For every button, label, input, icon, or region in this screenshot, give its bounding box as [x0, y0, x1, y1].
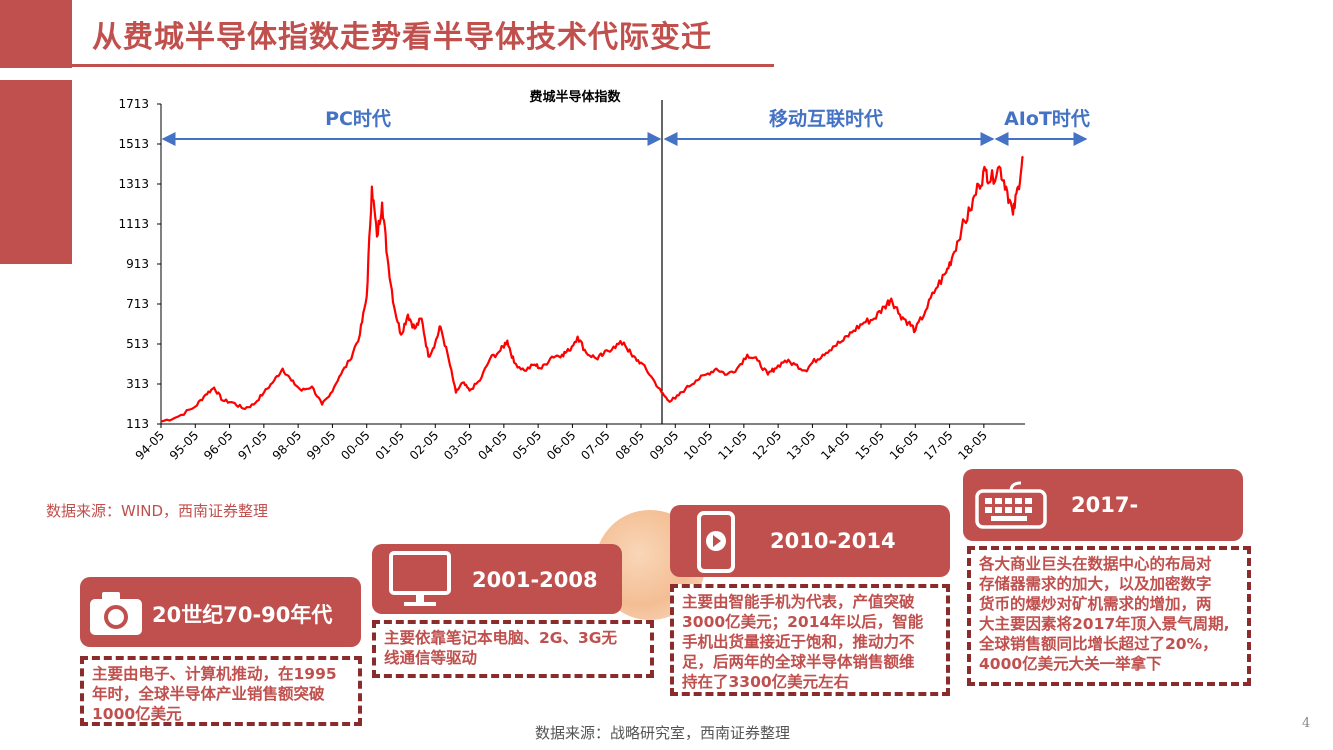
- era-period-label: 20世纪70-90年代: [152, 603, 333, 627]
- chart-source-note: 数据来源：WIND，西南证券整理: [46, 502, 269, 520]
- y-tick-label: 1713: [118, 97, 149, 111]
- desc-line: 主要依靠笔记本电脑、2G、3G无: [384, 629, 618, 647]
- era-period-label: 2017-: [1071, 493, 1139, 517]
- desc-line: 手机出货量接近于饱和，推动力不: [682, 633, 915, 651]
- x-tick-label: 06-05: [544, 428, 579, 463]
- x-tick-label: 03-05: [441, 428, 476, 463]
- desc-line: 大主要因素将2017年顶入景气周期,: [979, 615, 1230, 633]
- desc-line: 线通信等驱动: [384, 649, 478, 667]
- x-tick-label: 15-05: [853, 428, 888, 463]
- x-tick-label: 11-05: [715, 428, 750, 463]
- x-tick-label: 01-05: [373, 428, 408, 463]
- y-tick-label: 913: [126, 257, 149, 271]
- y-tick-label: 713: [126, 297, 149, 311]
- era-card-1970s: 20世纪70-90年代: [80, 577, 361, 647]
- desc-line: 货币的爆炒对矿机需求的增加，两: [979, 595, 1212, 613]
- line-chart: 1713 1513 1313 1113 913 713 513 313 113 94-05 95-…: [118, 89, 1090, 463]
- desc-line: 4000亿美元大关一举拿下: [979, 655, 1162, 673]
- x-tick-label: 04-05: [475, 428, 510, 463]
- y-tick-label: 1113: [118, 217, 149, 231]
- y-axis: 1713 1513 1313 1113 913 713 513 313 113: [118, 97, 162, 431]
- y-tick-label: 1513: [118, 137, 149, 151]
- desc-line: 全球销售额同比增长超过了20%，: [979, 635, 1218, 653]
- era-description-2010: 主要由智能手机为代表，产值突破 3000亿美元；2014年以后，智能 手机出货量…: [670, 584, 950, 696]
- desc-line: 各大商业巨头在数据中心的布局对: [979, 555, 1212, 573]
- x-tick-label: 07-05: [578, 428, 613, 463]
- mobile-era-label: 移动互联时代: [769, 107, 883, 130]
- x-tick-label: 00-05: [338, 428, 373, 463]
- desc-line: 1000亿美元: [92, 705, 182, 723]
- desc-line: 主要由智能手机为代表，产值突破: [682, 593, 915, 611]
- x-tick-label: 18-05: [955, 428, 990, 463]
- footer-source-note: 数据来源：战略研究室，西南证券整理: [535, 724, 791, 742]
- x-tick-label: 02-05: [407, 428, 442, 463]
- page-title: 从费城半导体指数走势看半导体技术代际变迁: [92, 20, 712, 55]
- camera-icon: [90, 592, 142, 635]
- desc-line: 持在了3300亿美元左右: [682, 673, 850, 691]
- x-tick-label: 10-05: [681, 428, 716, 463]
- y-tick-label: 313: [126, 377, 149, 391]
- side-accent-band: [0, 80, 72, 264]
- x-tick-label: 05-05: [510, 428, 545, 463]
- x-tick-label: 16-05: [887, 428, 922, 463]
- chart-title: 费城半导体指数: [529, 89, 621, 105]
- x-tick-label: 95-05: [167, 428, 202, 463]
- x-axis: 94-05 95-05 96-05 97-05 98-05 99-05 00-05 01-05…: [133, 423, 1025, 463]
- title-accent-band: [0, 0, 72, 68]
- era-description-2017: 各大商业巨头在数据中心的布局对 存储器需求的加大，以及加密数字 货币的爆炒对矿机…: [967, 546, 1251, 686]
- desc-line: 年时，全球半导体产业销售额突破: [92, 685, 325, 703]
- title-underline: [72, 64, 774, 67]
- x-tick-label: 14-05: [818, 428, 853, 463]
- x-tick-label: 08-05: [613, 428, 648, 463]
- era-card-2001: 2001-2008: [372, 544, 622, 614]
- x-tick-label: 94-05: [133, 428, 168, 463]
- era-card-2017: 2017-: [963, 469, 1243, 541]
- monitor-icon: [389, 551, 451, 606]
- era-description-1970s: 主要由电子、计算机推动，在1995 年时，全球半导体产业销售额突破 1000亿美…: [80, 656, 362, 726]
- era-period-label: 2010-2014: [770, 529, 896, 553]
- x-tick-label: 96-05: [201, 428, 236, 463]
- desc-line: 主要由电子、计算机推动，在1995: [92, 665, 337, 683]
- x-tick-label: 97-05: [235, 428, 270, 463]
- era-description-2001: 主要依靠笔记本电脑、2G、3G无 线通信等驱动: [372, 620, 654, 678]
- x-tick-label: 13-05: [784, 428, 819, 463]
- page-number: 4: [1302, 716, 1311, 731]
- x-tick-label: 98-05: [270, 428, 305, 463]
- desc-line: 存储器需求的加大，以及加密数字: [979, 575, 1212, 593]
- desc-line: 3000亿美元；2014年以后，智能: [682, 613, 924, 631]
- y-tick-label: 113: [126, 417, 149, 431]
- pc-era-label: PC时代: [325, 108, 391, 130]
- y-tick-label: 513: [126, 337, 149, 351]
- index-series-line: [160, 155, 1024, 423]
- x-tick-label: 12-05: [750, 428, 785, 463]
- keyboard-icon: [975, 481, 1047, 529]
- era-period-label: 2001-2008: [472, 568, 598, 592]
- smartphone-icon: [697, 511, 735, 573]
- y-tick-label: 1313: [118, 177, 149, 191]
- x-tick-label: 99-05: [304, 428, 339, 463]
- desc-line: 足，后两年的全球半导体销售额维: [682, 653, 915, 671]
- aiot-era-label: AIoT时代: [1004, 108, 1090, 130]
- x-tick-label: 17-05: [921, 428, 956, 463]
- x-tick-label: 09-05: [647, 428, 682, 463]
- era-card-2010: 2010-2014: [670, 505, 950, 577]
